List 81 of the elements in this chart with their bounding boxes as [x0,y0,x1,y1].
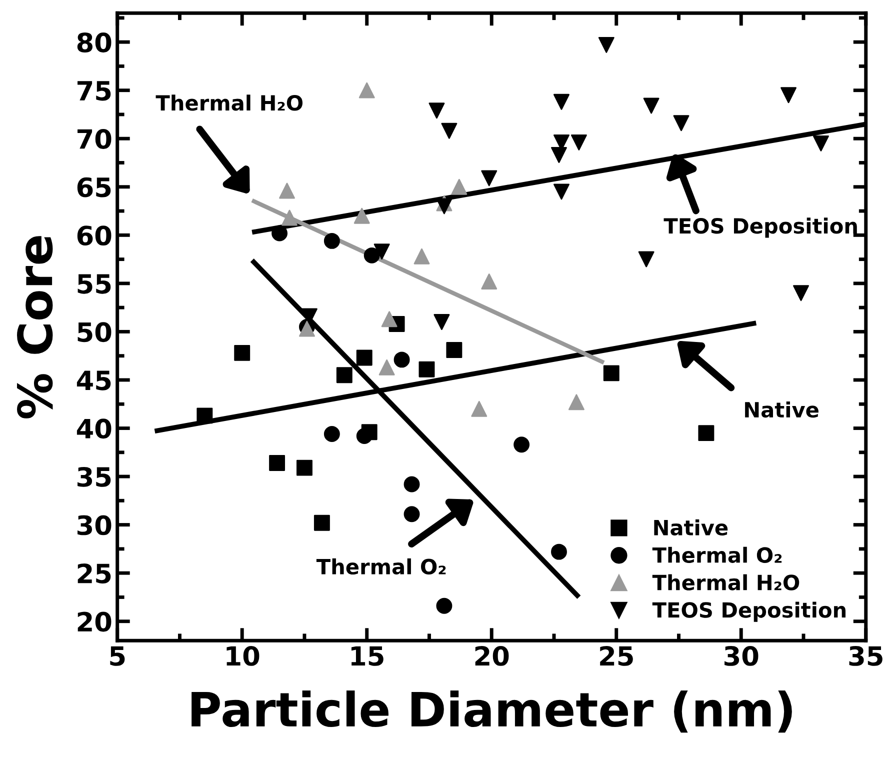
point [428,102,445,119]
annotation: Native [745,402,818,418]
point [598,36,614,53]
y-tick-label: 50 [78,322,112,342]
y-tick-label: 60 [77,226,112,246]
point [336,367,352,384]
point [279,182,295,199]
point [451,178,468,195]
point [272,225,288,242]
legend-label: Native [654,519,728,536]
point [234,344,250,361]
point [418,361,435,378]
x-tick-label: 20 [475,646,509,666]
y-tick-label: 35 [78,466,111,487]
point [554,184,570,200]
legend-label: TEOS Deposition [652,602,846,622]
y-tick-label: 80 [77,32,112,52]
point [673,115,690,132]
x-tick-label: 10 [226,646,260,666]
point [404,506,420,522]
annotation: Thermal O₂ [316,558,446,575]
y-tick-label: 70 [78,129,112,149]
x-tick-label: 5 [110,646,125,666]
point [296,460,312,476]
x-tick-label: 25 [600,646,633,666]
y-tick-label: 30 [78,515,112,536]
point [324,426,340,442]
point [551,544,567,560]
point [381,311,398,328]
y-tick-label: 25 [78,564,111,584]
point [358,82,375,98]
y-tick-label: 65 [77,177,111,198]
y-tick-label: 75 [78,81,111,101]
point [554,94,570,110]
point [471,400,488,417]
point [446,342,462,358]
point [570,134,587,150]
point [364,247,380,264]
legend-label: Thermal H₂O [652,574,800,590]
annotation: TEOS Deposition [664,218,857,238]
point [514,436,530,453]
point [374,244,390,260]
point [356,350,372,366]
y-tick-label: 40 [76,418,112,439]
point [378,359,395,376]
point [394,352,410,368]
y-axis-title: % Core [17,236,53,418]
y-tick-label: 20 [78,612,112,632]
point [354,208,370,224]
point [196,408,213,424]
point [434,314,450,330]
legend-label: Thermal O₂ [652,546,782,563]
point [638,251,654,268]
x-tick-label: 35 [849,646,882,666]
y-tick-label: 45 [76,370,111,390]
point [551,147,567,163]
point [282,210,298,226]
point [568,394,584,410]
point [812,135,829,152]
point [404,476,420,492]
point [414,248,430,264]
point [481,170,498,186]
point [269,455,286,471]
point [698,425,714,442]
y-tick-label: 55 [78,274,111,294]
x-tick-label: 15 [351,646,384,666]
point [314,514,330,531]
point [324,232,340,249]
annotation: Thermal H₂O [156,94,303,111]
point [780,87,797,104]
point [436,198,452,214]
point [603,365,620,382]
point [441,122,458,139]
point [436,598,452,614]
x-axis-title: Particle Diameter (nm) [192,690,792,733]
x-tick-label: 30 [724,646,758,666]
point [481,274,498,290]
point [356,428,372,444]
point [301,308,318,324]
point [643,98,660,114]
point [793,285,809,302]
